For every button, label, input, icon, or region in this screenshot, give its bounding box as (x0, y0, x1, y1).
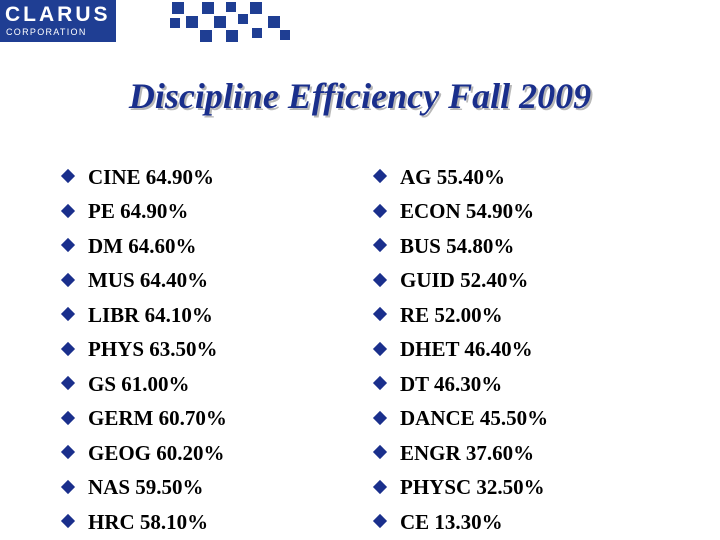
diamond-bullet-icon (374, 239, 388, 253)
list-item: DM 64.60% (62, 229, 227, 264)
diamond-bullet-icon (62, 515, 76, 529)
logo-subtitle: CORPORATION (6, 27, 87, 37)
clarus-logo: CLARUS CORPORATION (0, 0, 116, 42)
list-item: NAS 59.50% (62, 471, 227, 506)
diamond-bullet-icon (374, 343, 388, 357)
list-item: CE 13.30% (374, 505, 548, 540)
diamond-bullet-icon (62, 446, 76, 460)
list-item: ECON 54.90% (374, 195, 548, 230)
list-item-text: ENGR 37.60% (400, 440, 535, 465)
diamond-bullet-icon (374, 170, 388, 184)
diamond-bullet-icon (374, 515, 388, 529)
list-item: DT 46.30% (374, 367, 548, 402)
diamond-bullet-icon (374, 446, 388, 460)
list-item: GERM 60.70% (62, 402, 227, 437)
diamond-bullet-icon (62, 481, 76, 495)
diamond-bullet-icon (62, 239, 76, 253)
list-item-text: PHYS 63.50% (88, 337, 218, 362)
list-item: AG 55.40% (374, 160, 548, 195)
list-item: GEOG 60.20% (62, 436, 227, 471)
list-item-text: LIBR 64.10% (88, 302, 213, 327)
list-item-text: RE 52.00% (400, 302, 503, 327)
list-item: RE 52.00% (374, 298, 548, 333)
diamond-bullet-icon (374, 481, 388, 495)
list-item-text: CE 13.30% (400, 509, 503, 534)
list-item: MUS 64.40% (62, 264, 227, 299)
list-item: ENGR 37.60% (374, 436, 548, 471)
diamond-bullet-icon (62, 205, 76, 219)
diamond-bullet-icon (62, 308, 76, 322)
diamond-bullet-icon (374, 377, 388, 391)
list-item-text: HRC 58.10% (88, 509, 209, 534)
diamond-bullet-icon (62, 412, 76, 426)
list-item: DHET 46.40% (374, 333, 548, 368)
diamond-bullet-icon (62, 170, 76, 184)
diamond-bullet-icon (374, 274, 388, 288)
list-item-text: BUS 54.80% (400, 233, 515, 258)
list-item-text: GEOG 60.20% (88, 440, 225, 465)
logo-wordmark: CLARUS (5, 3, 111, 26)
diamond-bullet-icon (62, 274, 76, 288)
list-item: PE 64.90% (62, 195, 227, 230)
list-item: PHYSC 32.50% (374, 471, 548, 506)
diamond-bullet-icon (62, 343, 76, 357)
list-item-text: AG 55.40% (400, 164, 505, 189)
list-item-text: DHET 46.40% (400, 337, 533, 362)
list-item-text: DM 64.60% (88, 233, 197, 258)
list-item-text: NAS 59.50% (88, 475, 204, 500)
slide-title: Discipline Efficiency Fall 2009 (128, 76, 592, 116)
left-column-list: CINE 64.90% PE 64.90% DM 64.60% MUS 64.4… (62, 160, 227, 540)
list-item-text: DT 46.30% (400, 371, 503, 396)
list-item-text: GS 61.00% (88, 371, 190, 396)
diamond-bullet-icon (374, 308, 388, 322)
list-item: DANCE 45.50% (374, 402, 548, 437)
right-column-list: AG 55.40% ECON 54.90% BUS 54.80% GUID 52… (374, 160, 548, 540)
list-item-text: ECON 54.90% (400, 199, 535, 224)
list-item-text: CINE 64.90% (88, 164, 215, 189)
list-item: GS 61.00% (62, 367, 227, 402)
list-item: BUS 54.80% (374, 229, 548, 264)
list-item-text: MUS 64.40% (88, 268, 209, 293)
list-item-text: GUID 52.40% (400, 268, 529, 293)
list-item: LIBR 64.10% (62, 298, 227, 333)
list-item: GUID 52.40% (374, 264, 548, 299)
list-item: HRC 58.10% (62, 505, 227, 540)
diamond-bullet-icon (374, 412, 388, 426)
list-item-text: DANCE 45.50% (400, 406, 549, 431)
list-item-text: GERM 60.70% (88, 406, 227, 431)
diamond-bullet-icon (374, 205, 388, 219)
diamond-bullet-icon (62, 377, 76, 391)
list-item: CINE 64.90% (62, 160, 227, 195)
list-item: PHYS 63.50% (62, 333, 227, 368)
list-item-text: PHYSC 32.50% (400, 475, 545, 500)
list-item-text: PE 64.90% (88, 199, 189, 224)
